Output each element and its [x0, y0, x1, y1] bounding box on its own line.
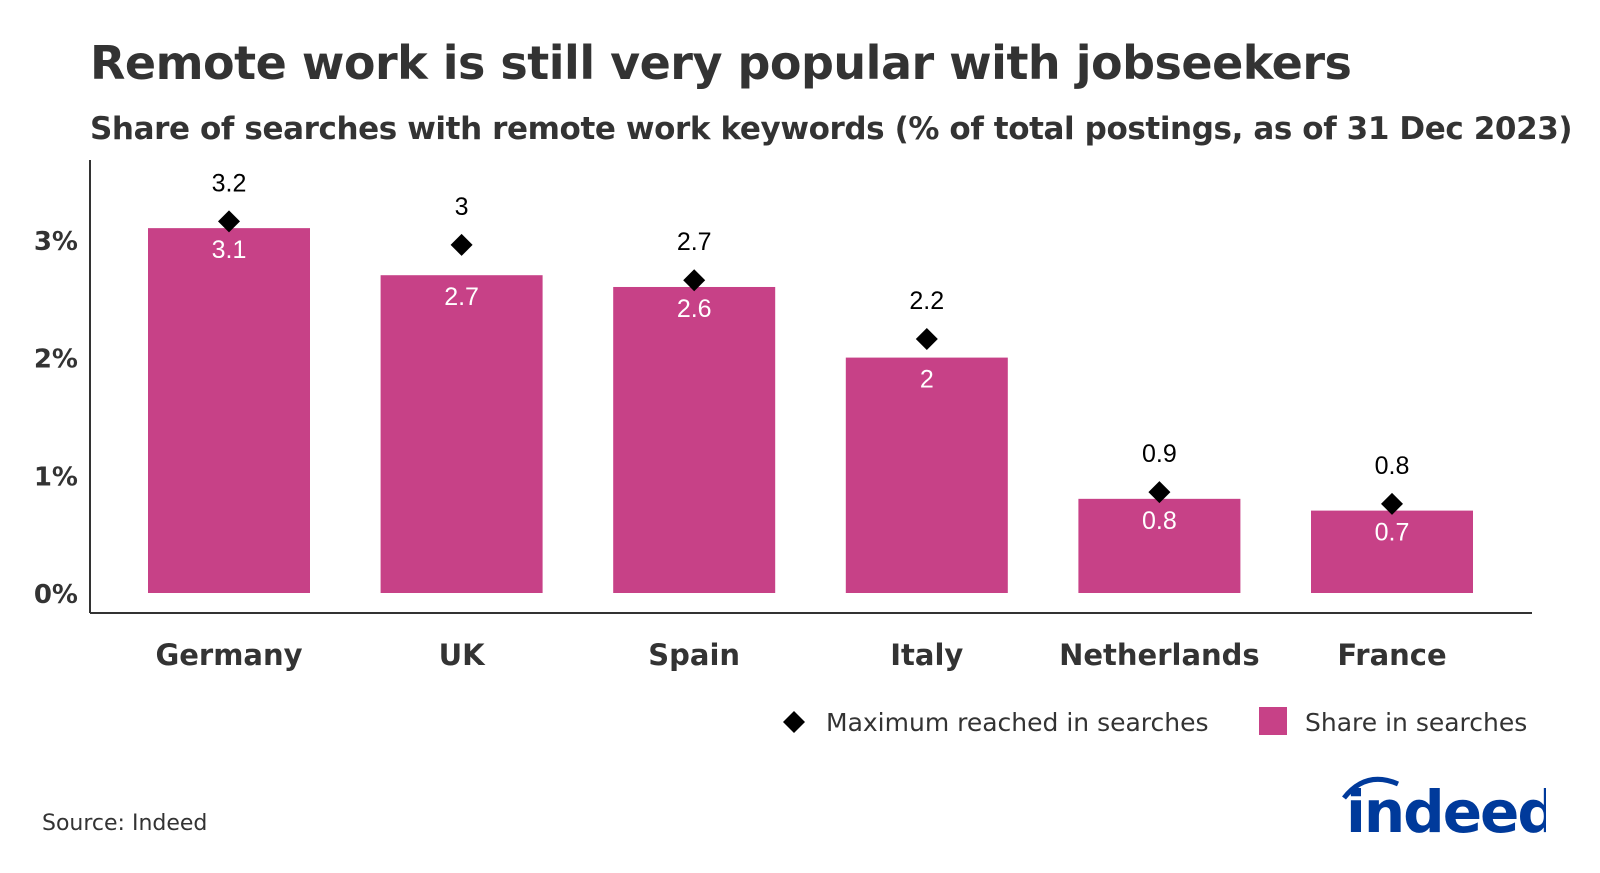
- max-value-label: 2.7: [677, 228, 712, 256]
- source-note: Source: Indeed: [42, 811, 208, 836]
- x-tick-label: Italy: [890, 638, 963, 672]
- bar-value-label: 2: [920, 366, 934, 394]
- bar-value-label: 2.6: [677, 295, 712, 323]
- y-tick-label: 1%: [34, 462, 78, 492]
- max-value-label: 3: [455, 193, 469, 221]
- bar-value-label: 3.1: [212, 236, 247, 264]
- y-tick-label: 0%: [34, 580, 78, 610]
- y-tick-label: 2%: [34, 345, 78, 375]
- bar: [1311, 510, 1473, 593]
- bar: [148, 228, 310, 593]
- x-tick-label: France: [1337, 638, 1446, 672]
- indeed-logo: indeed: [1336, 770, 1559, 846]
- chart-subtitle: Share of searches with remote work keywo…: [90, 111, 1573, 147]
- x-tick-label: Germany: [155, 638, 302, 672]
- x-tick-label: Netherlands: [1059, 638, 1260, 672]
- max-marker: [218, 210, 240, 233]
- max-marker: [915, 328, 938, 351]
- x-tick-label: UK: [439, 638, 487, 672]
- max-value-label: 0.9: [1142, 440, 1177, 468]
- legend-label-max: Maximum reached in searches: [826, 708, 1209, 737]
- bar: [380, 275, 543, 593]
- max-value-label: 3.2: [212, 169, 247, 197]
- bar: [845, 357, 1008, 593]
- x-tick-label: Spain: [648, 638, 740, 672]
- bar: [613, 286, 776, 593]
- legend-label-share: Share in searches: [1305, 708, 1527, 737]
- legend-diamond-icon: [783, 711, 805, 733]
- max-marker: [1148, 481, 1171, 504]
- svg-text:indeed: indeed: [1346, 778, 1546, 840]
- bar-value-label: 0.8: [1142, 507, 1177, 535]
- chart-title: Remote work is still very popular with j…: [90, 36, 1352, 90]
- max-marker: [683, 269, 706, 292]
- max-value-label: 0.8: [1375, 452, 1410, 480]
- max-marker: [450, 233, 473, 256]
- max-value-label: 2.2: [909, 287, 944, 315]
- y-tick-label: 3%: [34, 227, 78, 257]
- bar-value-label: 2.7: [444, 283, 479, 311]
- legend-bar-swatch: [1259, 707, 1287, 735]
- bar-value-label: 0.7: [1375, 519, 1410, 547]
- bar: [1078, 498, 1241, 593]
- max-marker: [1381, 492, 1403, 515]
